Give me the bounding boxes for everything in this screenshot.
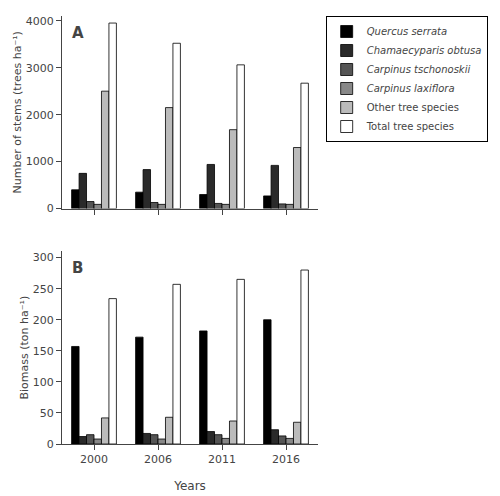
svg-text:Carpinus tschonoskii: Carpinus tschonoskii: [367, 64, 471, 75]
svg-text:250: 250: [33, 283, 54, 296]
svg-text:A: A: [72, 24, 84, 42]
svg-text:3000: 3000: [26, 62, 54, 75]
svg-text:2000: 2000: [80, 453, 108, 466]
svg-text:150: 150: [33, 345, 54, 358]
svg-text:Quercus serrata: Quercus serrata: [367, 26, 447, 37]
svg-text:100: 100: [33, 376, 54, 389]
svg-text:Other tree species: Other tree species: [367, 102, 459, 113]
svg-text:Number of stems (trees ha⁻¹): Number of stems (trees ha⁻¹): [11, 31, 24, 193]
svg-text:Biomass (ton ha⁻¹): Biomass (ton ha⁻¹): [18, 296, 31, 400]
svg-text:0: 0: [47, 438, 54, 451]
svg-text:2000: 2000: [26, 109, 54, 122]
svg-text:1000: 1000: [26, 155, 54, 168]
svg-text:4000: 4000: [26, 15, 54, 28]
svg-text:Carpinus laxiflora: Carpinus laxiflora: [367, 83, 455, 94]
svg-text:200: 200: [33, 314, 54, 327]
svg-text:300: 300: [33, 251, 54, 264]
svg-text:0: 0: [47, 202, 54, 215]
svg-text:Years: Years: [173, 479, 206, 493]
svg-text:2006: 2006: [144, 453, 172, 466]
svg-text:Chamaecyparis obtusa: Chamaecyparis obtusa: [367, 45, 482, 56]
svg-text:50: 50: [40, 407, 54, 420]
svg-text:2011: 2011: [208, 453, 236, 466]
svg-text:B: B: [72, 259, 83, 277]
svg-text:Total tree species: Total tree species: [366, 121, 454, 132]
svg-text:2016: 2016: [272, 453, 300, 466]
